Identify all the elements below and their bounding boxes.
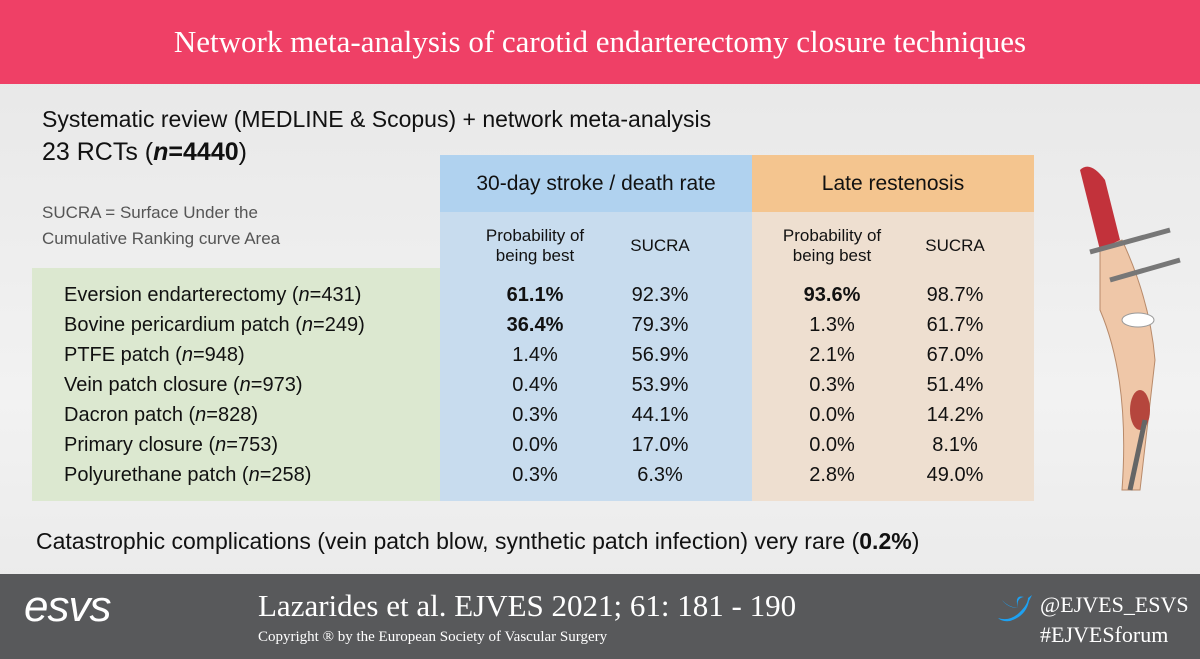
value-cell: 0.3% xyxy=(512,464,558,486)
stroke-header xyxy=(440,155,752,212)
treatment-name: Dacron patch (n=828) xyxy=(64,404,258,427)
column-header: Probability of being best xyxy=(782,226,882,265)
name-part: PTFE patch ( xyxy=(64,344,182,366)
value-cell: 17.0% xyxy=(631,434,689,456)
cuff xyxy=(1121,312,1155,328)
name-part: =431) xyxy=(309,284,362,306)
name-part: Vein patch closure ( xyxy=(64,374,240,396)
name-part: =948) xyxy=(192,344,245,366)
treatment-name: Eversion endarterectomy (n=431) xyxy=(64,284,361,307)
value-cell: 61.7% xyxy=(926,314,984,336)
value-cell: 36.4% xyxy=(506,314,564,336)
intro-part: =4440 xyxy=(168,138,239,166)
conclusion-part: 0.2% xyxy=(859,528,912,554)
hashtag: #EJVESforum xyxy=(1040,622,1169,647)
name-part: Polyurethane patch ( xyxy=(64,464,249,486)
treatment-name: Polyurethane patch (n=258) xyxy=(64,464,311,487)
conclusion-part: ) xyxy=(911,528,920,554)
intro-count: 23 RCTs (n=4440) xyxy=(42,138,247,167)
name-part: =828) xyxy=(206,404,259,426)
value-cell: 0.3% xyxy=(809,374,855,396)
value-cell: 0.0% xyxy=(809,434,855,456)
name-part: n xyxy=(301,314,314,336)
name-part: n xyxy=(248,464,260,486)
value-cell: 2.8% xyxy=(809,464,855,486)
treatment-panel xyxy=(32,268,440,501)
value-cell: 14.2% xyxy=(926,404,984,426)
opening xyxy=(1130,390,1150,430)
value-cell: 79.3% xyxy=(631,314,689,336)
group-header: Late restenosis xyxy=(821,172,965,195)
name-part: Dacron patch ( xyxy=(64,404,196,426)
intro-part: n xyxy=(153,138,169,166)
value-cell: 8.1% xyxy=(932,434,978,456)
name-part: =258) xyxy=(259,464,312,486)
value-cell: 0.3% xyxy=(512,404,558,426)
logo: esvs xyxy=(24,582,111,631)
value-cell: 92.3% xyxy=(631,284,689,306)
treatment-name: PTFE patch (n=948) xyxy=(64,344,245,367)
value-cell: 0.0% xyxy=(512,434,558,456)
name-part: Eversion endarterectomy ( xyxy=(64,284,299,306)
value-cell: 0.4% xyxy=(512,374,558,396)
stroke-panel xyxy=(440,155,752,501)
copyright: Copyright ® by the European Society of V… xyxy=(258,629,608,645)
citation: Lazarides et al. EJVES 2021; 61: 181 - 1… xyxy=(258,588,797,623)
illustration xyxy=(1080,166,1181,491)
intro-part: 23 RCTs ( xyxy=(42,138,154,166)
value-cell: 6.3% xyxy=(637,464,683,486)
name-part: n xyxy=(215,434,227,456)
value-cell: 1.3% xyxy=(809,314,855,336)
value-cell: 56.9% xyxy=(631,344,689,366)
name-part: =973) xyxy=(250,374,303,396)
treatment-name: Bovine pericardium patch (n=249) xyxy=(64,314,365,337)
name-part: Bovine pericardium patch ( xyxy=(64,314,302,336)
value-cell: 1.4% xyxy=(512,344,558,366)
name-part: n xyxy=(181,344,193,366)
conclusion: Catastrophic complications (vein patch b… xyxy=(36,528,919,555)
name-part: n xyxy=(239,374,251,396)
column-header: SUCRA xyxy=(925,236,985,255)
artery xyxy=(1080,166,1120,250)
value-cell: 61.1% xyxy=(506,284,564,306)
name-part: n xyxy=(195,404,207,426)
value-cell: 51.4% xyxy=(926,374,984,396)
footer-band xyxy=(0,574,1200,659)
clamp xyxy=(1109,257,1181,283)
name-part: Primary closure ( xyxy=(64,434,216,456)
name-part: =249) xyxy=(313,314,365,336)
header-band xyxy=(0,0,1200,84)
name-part: =753) xyxy=(226,434,278,456)
intro-part: ) xyxy=(238,138,247,166)
value-cell: 0.0% xyxy=(809,404,855,426)
results-table: 30-day stroke / death rate Late restenosi… xyxy=(64,172,985,487)
group-header: 30-day stroke / death rate xyxy=(476,172,716,195)
clamp xyxy=(1127,419,1148,491)
value-cell: 93.6% xyxy=(803,284,861,306)
conclusion-part: Catastrophic complications (vein patch b… xyxy=(36,528,860,554)
treatment-name: Primary closure (n=753) xyxy=(64,434,278,457)
restenosis-panel xyxy=(752,155,1034,501)
value-cell: 49.0% xyxy=(926,464,984,486)
handle: @EJVES_ESVS xyxy=(1040,592,1189,617)
value-cell: 2.1% xyxy=(809,344,855,366)
value-cell: 53.9% xyxy=(631,374,689,396)
clamp xyxy=(1089,227,1171,255)
value-cell: 67.0% xyxy=(926,344,984,366)
column-header: Probability of being best xyxy=(485,226,585,265)
name-part: n xyxy=(298,284,310,306)
sucra-note: SUCRA = Surface Under the Cumulative Ran… xyxy=(42,203,281,248)
title: Network meta-analysis of carotid endarte… xyxy=(173,24,1027,59)
twitter-icon xyxy=(998,595,1032,622)
column-header: SUCRA xyxy=(630,236,690,255)
value-cell: 44.1% xyxy=(631,404,689,426)
restenosis-header xyxy=(752,155,1034,212)
value-cell: 98.7% xyxy=(926,284,984,306)
treatment-name: Vein patch closure (n=973) xyxy=(64,374,303,397)
intro-line: Systematic review (MEDLINE & Scopus) + n… xyxy=(42,106,712,132)
